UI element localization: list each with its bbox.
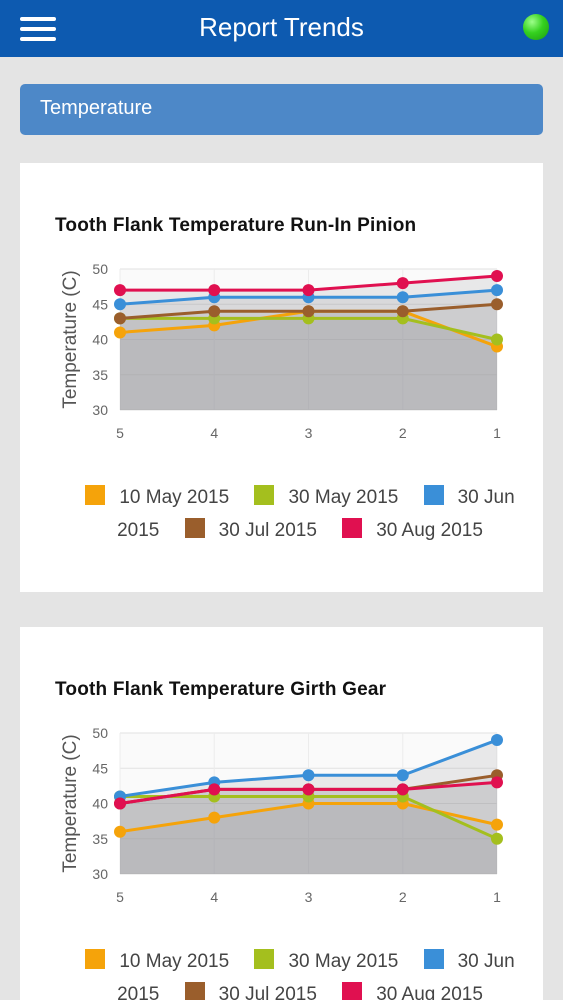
data-point [114, 298, 126, 311]
legend-swatch [342, 518, 363, 538]
y-axis-label: Temperature (C) [60, 270, 81, 408]
data-point [491, 818, 503, 831]
data-point [114, 825, 126, 838]
line-chart-girth-gear: 30 35 40 45 50 5 4 3 2 1 Temperature (C) [60, 725, 503, 905]
data-point [396, 769, 409, 782]
legend-swatch [254, 485, 275, 505]
data-point [491, 298, 503, 311]
legend-item[interactable]: 30 May 2015 [254, 949, 399, 972]
data-point [302, 783, 315, 796]
x-tick-label: 2 [399, 889, 407, 905]
data-point [114, 284, 126, 297]
data-point [208, 284, 221, 297]
y-axis-label: Temperature (C) [60, 734, 81, 872]
y-tick-label: 50 [92, 261, 108, 277]
legend-swatch [423, 949, 444, 969]
green-status-dot-icon [523, 14, 549, 40]
y-tick-label: 30 [92, 866, 108, 882]
data-point [396, 291, 409, 304]
chart-legend: 10 May 2015 30 May 2015 30 Jun 2015 30 J… [80, 481, 520, 547]
section-header-temperature[interactable]: Temperature [20, 84, 543, 135]
data-point [396, 783, 409, 796]
legend-item[interactable]: 30 Jul 2015 [184, 982, 317, 1000]
data-point [114, 326, 126, 339]
line-chart-run-in-pinion: 30 35 40 45 50 5 4 3 2 1 Temperature (C) [60, 261, 503, 441]
legend-swatch [423, 485, 444, 505]
legend-item[interactable]: 10 May 2015 [85, 949, 230, 972]
legend-item[interactable]: 30 Aug 2015 [342, 982, 483, 1000]
legend-swatch [184, 518, 205, 538]
legend-label: 30 Aug 2015 [376, 520, 483, 541]
legend-item[interactable]: 30 May 2015 [254, 485, 399, 508]
legend-label: 30 Jul 2015 [218, 984, 317, 1000]
data-point [208, 811, 221, 824]
data-point [491, 333, 503, 346]
legend-swatch [184, 982, 205, 1000]
x-tick-label: 1 [493, 425, 501, 441]
legend-item[interactable]: 10 May 2015 [85, 485, 230, 508]
data-point [302, 284, 315, 297]
legend-label: 30 Jun 2015 [117, 951, 515, 1000]
data-point [491, 734, 503, 747]
data-point [396, 277, 409, 290]
data-point [208, 783, 221, 796]
legend-swatch [342, 982, 363, 1000]
data-point [396, 305, 409, 318]
series-area [120, 311, 497, 410]
x-tick-label: 4 [210, 425, 218, 441]
legend-swatch [254, 949, 275, 969]
legend-item[interactable]: 30 Aug 2015 [342, 518, 483, 541]
y-tick-label: 45 [92, 296, 108, 312]
y-tick-label: 35 [92, 367, 108, 383]
legend-item[interactable]: 30 Jun 2015 [117, 949, 515, 1000]
chart-legend: 10 May 2015 30 May 2015 30 Jun 2015 30 J… [80, 945, 520, 1000]
data-point [114, 797, 126, 810]
y-tick-label: 50 [92, 725, 108, 741]
y-tick-label: 30 [92, 402, 108, 418]
legend-label: 30 Jul 2015 [218, 520, 317, 541]
y-tick-label: 45 [92, 760, 108, 776]
hamburger-menu-icon[interactable] [20, 17, 56, 41]
page-title: Report Trends [199, 12, 364, 42]
top-app-bar: Report Trends [0, 0, 563, 57]
data-point [302, 305, 315, 318]
x-tick-label: 2 [399, 425, 407, 441]
x-tick-label: 5 [116, 889, 124, 905]
x-tick-label: 5 [116, 425, 124, 441]
chart-title: Tooth Flank Temperature Run-In Pinion [55, 215, 417, 236]
x-tick-label: 4 [210, 889, 218, 905]
x-tick-label: 1 [493, 889, 501, 905]
chart-card-run-in-pinion: Tooth Flank Temperature Run-In Pinion 30… [20, 163, 543, 592]
legend-item[interactable]: 30 Jun 2015 [117, 485, 515, 541]
legend-label: 30 May 2015 [288, 487, 399, 508]
legend-swatch [85, 949, 106, 969]
data-point [114, 312, 126, 325]
legend-swatch [85, 485, 106, 505]
y-tick-label: 40 [92, 332, 108, 348]
y-tick-label: 35 [92, 831, 108, 847]
legend-item[interactable]: 30 Jul 2015 [184, 518, 317, 541]
legend-label: 30 Aug 2015 [376, 984, 483, 1000]
data-point [491, 832, 503, 845]
data-point [491, 270, 503, 283]
data-point [491, 284, 503, 297]
legend-label: 30 May 2015 [288, 951, 399, 972]
legend-label: 10 May 2015 [119, 487, 230, 508]
data-point [491, 776, 503, 789]
y-tick-label: 40 [92, 796, 108, 812]
x-tick-label: 3 [305, 425, 313, 441]
legend-label: 10 May 2015 [119, 951, 230, 972]
data-point [302, 769, 315, 782]
legend-label: 30 Jun 2015 [117, 487, 515, 541]
x-tick-label: 3 [305, 889, 313, 905]
series-area [120, 318, 497, 410]
chart-title: Tooth Flank Temperature Girth Gear [55, 679, 387, 700]
data-point [208, 305, 221, 318]
chart-card-girth-gear: Tooth Flank Temperature Girth Gear 30 35 4… [20, 627, 543, 1000]
